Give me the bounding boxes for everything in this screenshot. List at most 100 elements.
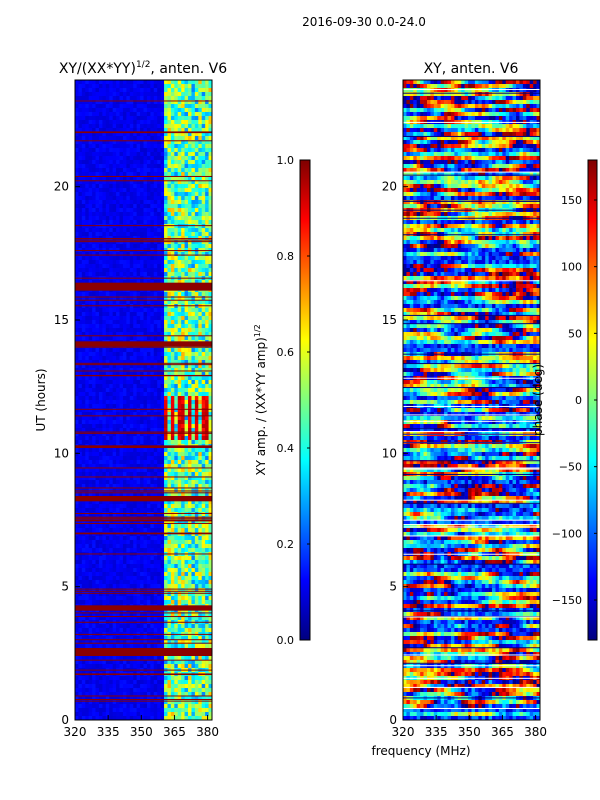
heatmap-cell	[112, 120, 117, 125]
heatmap-cell	[208, 392, 212, 397]
heatmap-cell	[164, 136, 168, 141]
heatmap-cell	[177, 244, 182, 249]
heatmap-cell	[160, 140, 165, 145]
heatmap-cell	[85, 188, 89, 193]
heatmap-cell	[81, 508, 86, 513]
heatmap-cell	[109, 356, 113, 361]
heatmap-cell	[133, 116, 137, 121]
heatmap-cell	[122, 140, 127, 145]
heatmap-cell	[81, 96, 86, 101]
heatmap-cell	[160, 456, 165, 461]
heatmap-cell	[164, 388, 168, 393]
heatmap-cell	[205, 472, 209, 477]
heatmap-cell	[129, 484, 134, 489]
heatmap-cell	[98, 400, 103, 405]
heatmap-cell	[116, 136, 120, 141]
heatmap-cell	[164, 308, 168, 313]
heatmap-cell	[153, 300, 158, 305]
heatmap-cell	[194, 220, 199, 225]
heatmap-cell	[102, 184, 107, 189]
heatmap-cell	[78, 152, 83, 157]
heatmap-cell	[122, 232, 127, 237]
heatmap-cell	[140, 252, 144, 257]
heatmap-cell	[119, 328, 124, 333]
heatmap-cell	[109, 548, 113, 553]
heatmap-cell	[146, 400, 151, 405]
heatmap-cell	[140, 316, 144, 321]
heatmap-cell	[205, 228, 209, 233]
heatmap-cell	[95, 352, 100, 357]
heatmap-cell	[98, 160, 103, 165]
heatmap-cell	[188, 416, 192, 421]
heatmap-cell	[126, 356, 131, 361]
heatmap-cell	[116, 384, 120, 389]
heatmap-cell	[198, 196, 203, 201]
heatmap-cell	[140, 148, 144, 153]
heatmap-cell	[116, 200, 120, 205]
heatmap-cell	[129, 480, 134, 485]
heatmap-cell	[88, 220, 93, 225]
heatmap-cell	[85, 300, 89, 305]
heatmap-cell	[119, 336, 124, 341]
heatmap-cell	[140, 200, 144, 205]
heatmap-cell	[188, 440, 192, 445]
heatmap-cell	[208, 312, 212, 317]
heatmap-cell	[102, 324, 107, 329]
heatmap-cell	[181, 152, 185, 157]
heatmap-cell	[160, 260, 165, 265]
heatmap-cell	[112, 296, 117, 301]
heatmap-cell	[88, 360, 93, 365]
heatmap-cell	[133, 556, 137, 561]
heatmap-cell	[102, 156, 107, 161]
heatmap-cell	[205, 412, 209, 417]
heatmap-cell	[112, 228, 117, 233]
heatmap-cell	[198, 188, 203, 193]
heatmap-cell	[157, 508, 161, 513]
heatmap-cell	[116, 336, 120, 341]
heatmap-cell	[198, 272, 203, 277]
heatmap-cell	[160, 252, 165, 257]
heatmap-cell	[150, 524, 155, 529]
heatmap-cell	[102, 488, 107, 493]
heatmap-cell	[95, 528, 100, 533]
heatmap-cell	[85, 192, 89, 197]
heatmap-cell	[78, 572, 83, 577]
heatmap-cell	[208, 264, 212, 269]
heatmap-cell	[95, 220, 100, 225]
heatmap-cell	[201, 80, 206, 85]
heatmap-cell	[181, 560, 185, 565]
heatmap-cell	[92, 100, 96, 105]
heatmap-cell	[170, 428, 175, 433]
heatmap-cell	[153, 472, 158, 477]
heatmap-cell	[208, 172, 212, 177]
heatmap-cell	[112, 368, 117, 373]
heatmap-cell	[191, 388, 196, 393]
heatmap-cell	[191, 116, 196, 121]
heatmap-cell	[198, 228, 203, 233]
heatmap-cell	[119, 468, 124, 473]
heatmap-cell	[181, 432, 185, 437]
heatmap-cell	[140, 396, 144, 401]
heatmap-cell	[184, 364, 189, 369]
heatmap-cell	[119, 96, 124, 101]
heatmap-cell	[191, 564, 196, 569]
heatmap-cell	[88, 200, 93, 205]
heatmap-cell	[188, 428, 192, 433]
heatmap-cell	[126, 200, 131, 205]
heatmap-cell	[75, 392, 79, 397]
heatmap-cell	[81, 420, 86, 425]
heatmap-cell	[105, 308, 110, 313]
heatmap-cell	[194, 164, 199, 169]
heatmap-cell	[136, 316, 141, 321]
heatmap-cell	[164, 224, 168, 229]
heatmap-cell	[88, 400, 93, 405]
heatmap-cell	[109, 436, 113, 441]
heatmap-cell	[188, 460, 192, 465]
heatmap-cell	[153, 540, 158, 545]
heatmap-cell	[201, 528, 206, 533]
heatmap-cell	[167, 108, 172, 113]
heatmap-cell	[85, 488, 89, 493]
heatmap-cell	[184, 416, 189, 421]
heatmap-cell	[105, 260, 110, 265]
heatmap-cell	[174, 376, 179, 381]
